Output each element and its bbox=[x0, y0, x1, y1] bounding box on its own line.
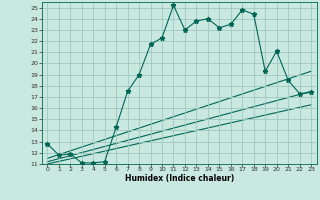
X-axis label: Humidex (Indice chaleur): Humidex (Indice chaleur) bbox=[124, 174, 234, 183]
